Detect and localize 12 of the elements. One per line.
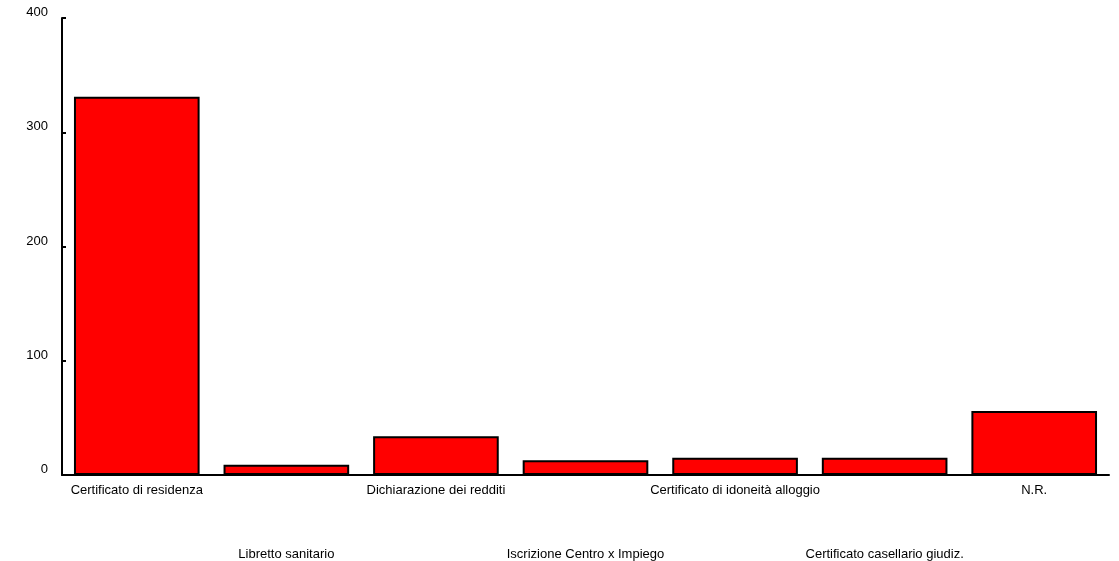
x-tick-label: N.R. xyxy=(1021,481,1048,497)
y-tick-label: 400 xyxy=(26,4,48,19)
x-tick-label: Libretto sanitario xyxy=(238,545,335,561)
x-tick-label: Iscrizione Centro x Impiego xyxy=(506,545,665,561)
y-tick-label: 100 xyxy=(26,346,48,362)
y-tick-label: 0 xyxy=(40,461,48,476)
y-tick-label: 300 xyxy=(26,118,48,134)
y-tick-label: 200 xyxy=(26,232,48,248)
x-tick-label: Certificato casellario giudiz. xyxy=(805,545,964,561)
x-tick-label: Certificato di idoneità alloggio xyxy=(650,481,820,497)
x-tick-label: Certificato di residenza xyxy=(70,481,204,497)
x-tick-label: Dichiarazione dei redditi xyxy=(366,481,506,497)
